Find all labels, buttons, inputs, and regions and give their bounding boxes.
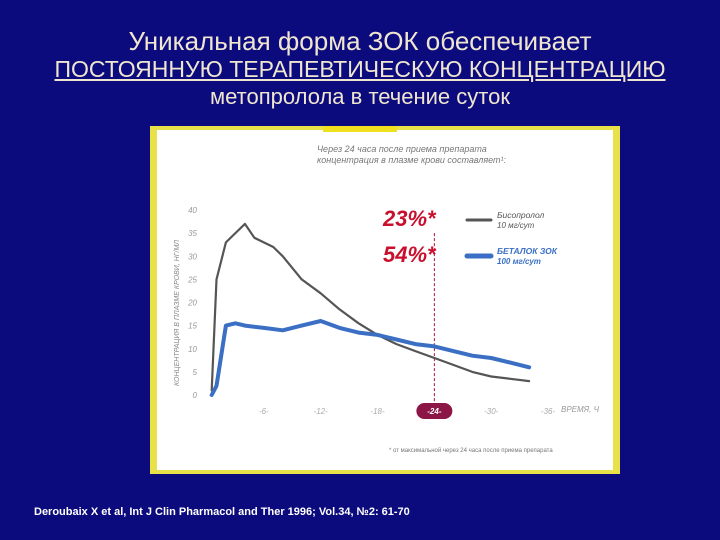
x-tick-label: -6-: [259, 407, 269, 416]
chart-ylabel: КОНЦЕНТРАЦИЯ В ПЛАЗМЕ КРОВИ, НГ/МЛ: [174, 240, 181, 386]
y-tick-label: 5: [193, 368, 198, 377]
y-tick-label: 30: [188, 252, 197, 261]
chart-axes: 0 5 10 15 20 25 30 35 40 -6- -12- -18- -24- -30- -36-: [187, 206, 555, 419]
chart-title: Через 24 часа после приема препарата конц…: [317, 144, 507, 165]
legend-sublabel: 100 мг/сут: [497, 257, 541, 266]
x-tick-label: -24-: [427, 407, 442, 416]
chart-xlabel: ВРЕМЯ, Ч: [561, 405, 600, 414]
chart-series: [209, 222, 532, 397]
callout-percent: 54%*: [383, 242, 437, 267]
y-tick-label: 15: [188, 322, 197, 331]
x-tick-label: -18-: [370, 407, 385, 416]
y-tick-label: 40: [188, 206, 197, 215]
title-line-1: Уникальная форма ЗОК обеспечивает: [128, 26, 592, 56]
x-tick-highlight-pill: [416, 403, 453, 419]
series-line-1: [210, 222, 531, 392]
x-tick-label: -30-: [484, 407, 499, 416]
y-tick-label: 20: [187, 299, 197, 308]
y-tick-label: 0: [193, 391, 198, 400]
series-line-2: [209, 319, 532, 397]
legend-label: БЕТАЛОК ЗОК: [497, 246, 558, 256]
x-tick-label: -36-: [541, 407, 556, 416]
legend-sublabel: 10 мг/сут: [497, 221, 535, 230]
chart-title-line: концентрация в плазме крови составляет¹:: [317, 155, 507, 165]
chart-footnote: * от максимальной через 24 часа после пр…: [389, 447, 553, 454]
chart-svg: Через 24 часа после приема препарата конц…: [174, 144, 600, 454]
citation: Deroubaix X et al, Int J Clin Pharmacol …: [34, 506, 410, 518]
title-line-3: метопролола в течение суток: [210, 84, 510, 109]
y-tick-label: 35: [188, 229, 197, 238]
x-tick-label: -12-: [314, 407, 329, 416]
callout-percent: 23%*: [382, 206, 437, 231]
y-tick-label: 25: [187, 275, 197, 284]
y-tick-label: 10: [188, 345, 197, 354]
title-line-2: ПОСТОЯННУЮ ТЕРАПЕВТИЧЕСКУЮ КОНЦЕНТРАЦИЮ: [54, 56, 666, 82]
chart-title-line: Через 24 часа после приема препарата: [317, 144, 487, 154]
chart-panel: [157, 130, 613, 470]
chart-panel-tab: [323, 126, 397, 132]
legend-label: Бисопролол: [497, 210, 545, 220]
